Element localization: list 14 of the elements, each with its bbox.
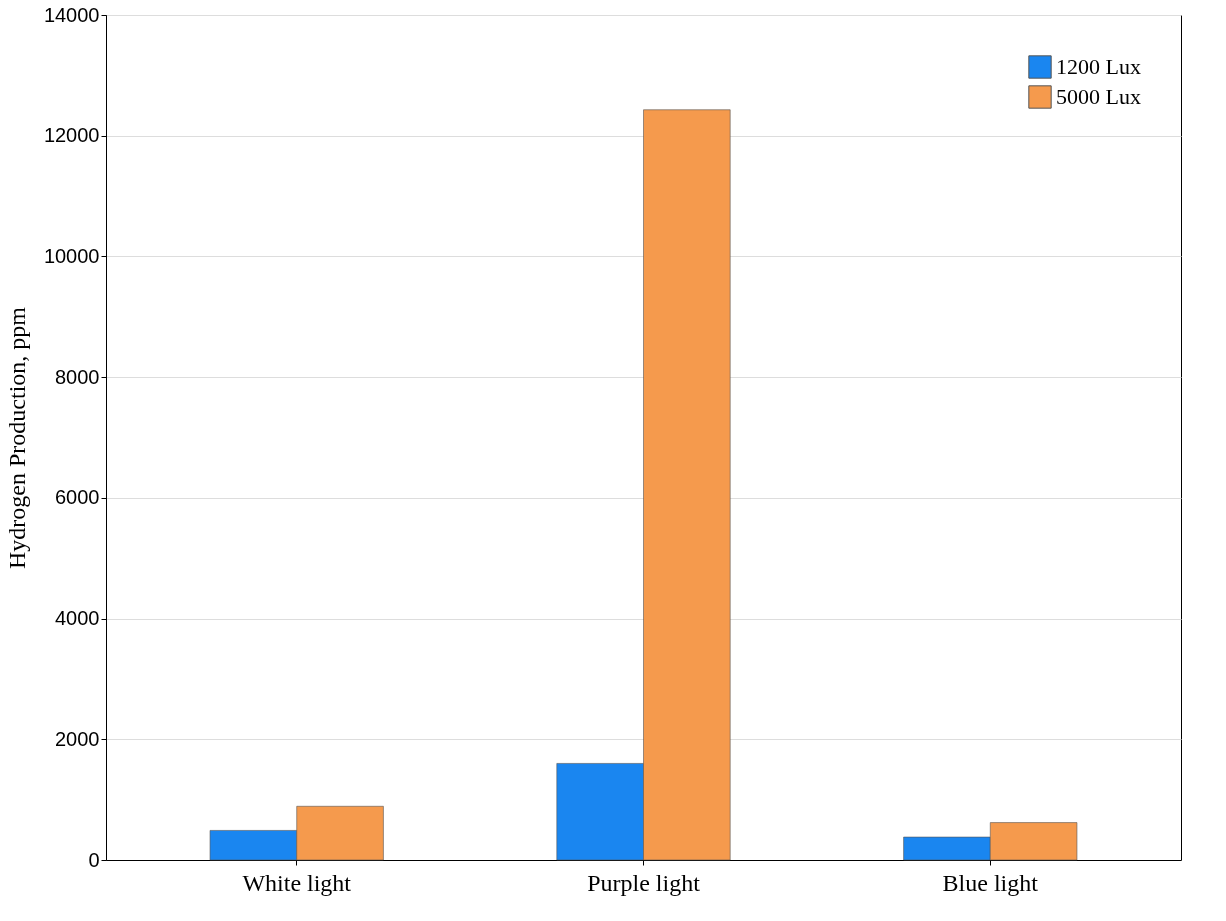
x-tick-label: White light xyxy=(242,869,352,896)
y-tick-label: 6000 xyxy=(55,486,100,509)
x-tick-label: Blue light xyxy=(942,869,1039,896)
y-tick-label: 4000 xyxy=(55,607,100,630)
x-tick-label: Purple light xyxy=(587,869,701,896)
y-tick-label: 10000 xyxy=(43,244,100,267)
legend-label: 5000 Lux xyxy=(1056,84,1141,109)
y-tick-label: 2000 xyxy=(55,727,100,750)
y-tick-label: 8000 xyxy=(55,365,100,388)
y-tick-label: 0 xyxy=(88,848,100,871)
legend-label: 1200 Lux xyxy=(1056,54,1141,79)
y-tick-label: 14000 xyxy=(43,3,100,26)
y-tick-label: 12000 xyxy=(43,124,100,147)
y-axis-title: Hydrogen Production, ppm xyxy=(3,306,30,569)
